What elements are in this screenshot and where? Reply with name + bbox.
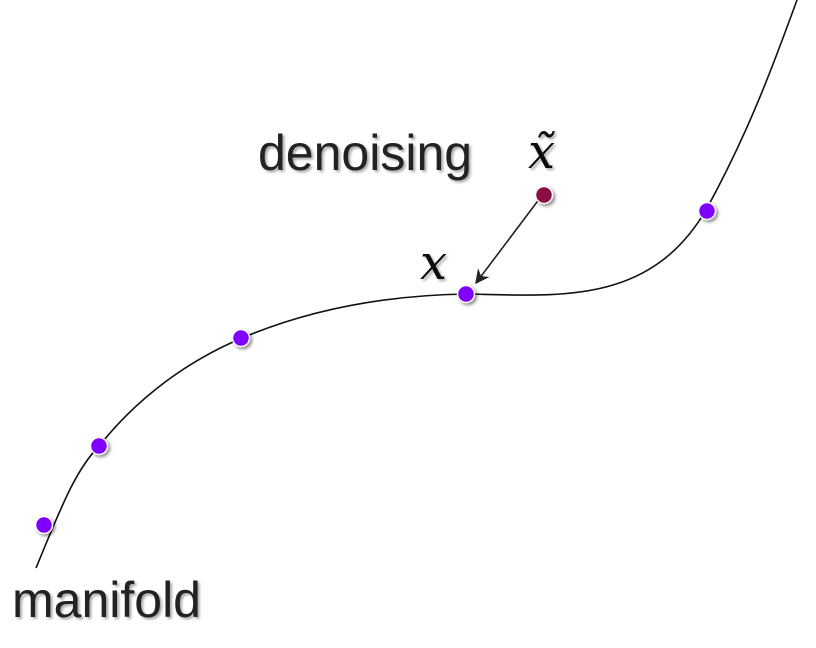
denoising-arrow: [475, 197, 541, 285]
x-label: x: [420, 235, 447, 291]
manifold-point: [231, 328, 251, 348]
noisy-point: [534, 185, 554, 205]
manifold-points: [34, 201, 717, 535]
manifold-point: [697, 201, 717, 221]
manifold-point: [89, 436, 109, 456]
manifold-label: manifold: [12, 572, 201, 628]
manifold-point: [34, 515, 54, 535]
denoising-label: denoising: [258, 125, 472, 181]
manifold-curve: [35, 0, 798, 569]
manifold-point-x: [456, 284, 476, 304]
x-tilde-label: x̃: [528, 124, 555, 180]
